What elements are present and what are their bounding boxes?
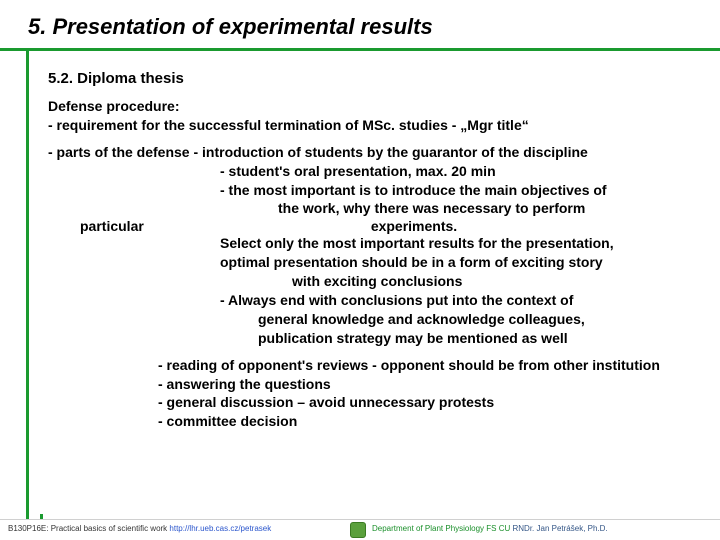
body-text: - general discussion – avoid unnecessary… [158,393,696,412]
department-label: Department of Plant Physiology FS CU [372,524,510,533]
body-text: - reading of opponent's reviews - oppone… [158,356,696,375]
author-label: RNDr. Jan Petrášek, Ph.D. [510,524,607,533]
rule-horizontal [0,48,720,51]
body-text: with exciting conclusions [292,272,696,291]
body-text: - student's oral presentation, max. 20 m… [220,162,696,181]
body-text: general knowledge and acknowledge collea… [258,310,696,329]
footer-bar: B130P16E: Practical basics of scientific… [0,519,720,540]
body-text: - answering the questions [158,375,696,394]
body-text: - requirement for the successful termina… [48,116,696,135]
content-area: 5.2. Diploma thesis Defense procedure: -… [48,70,696,431]
course-code: B130P16E: Practical basics of scientific… [8,524,169,533]
body-text: - parts of the defense - introduction of… [48,143,696,162]
body-text: - committee decision [158,412,696,431]
body-text: the work, why there was necessary to per… [278,199,696,218]
page-title: 5. Presentation of experimental results [28,14,720,40]
section-subhead: 5.2. Diploma thesis [48,70,696,87]
body-text: - the most important is to introduce the… [220,181,696,200]
body-text: optimal presentation should be in a form… [220,253,696,272]
footer-left: B130P16E: Practical basics of scientific… [8,524,271,533]
logo-icon [350,522,366,538]
footer-link[interactable]: http://lhr.ueb.cas.cz/petrasek [169,524,271,533]
body-text: publication strategy may be mentioned as… [258,329,696,348]
body-text: Select only the most important results f… [220,234,696,253]
body-text: Defense procedure: [48,97,696,116]
body-text: experiments. [252,218,696,234]
rule-vertical [26,48,29,540]
body-text: - Always end with conclusions put into t… [220,291,696,310]
footer-right: Department of Plant Physiology FS CU RND… [372,524,608,533]
body-text: particular [48,218,252,234]
